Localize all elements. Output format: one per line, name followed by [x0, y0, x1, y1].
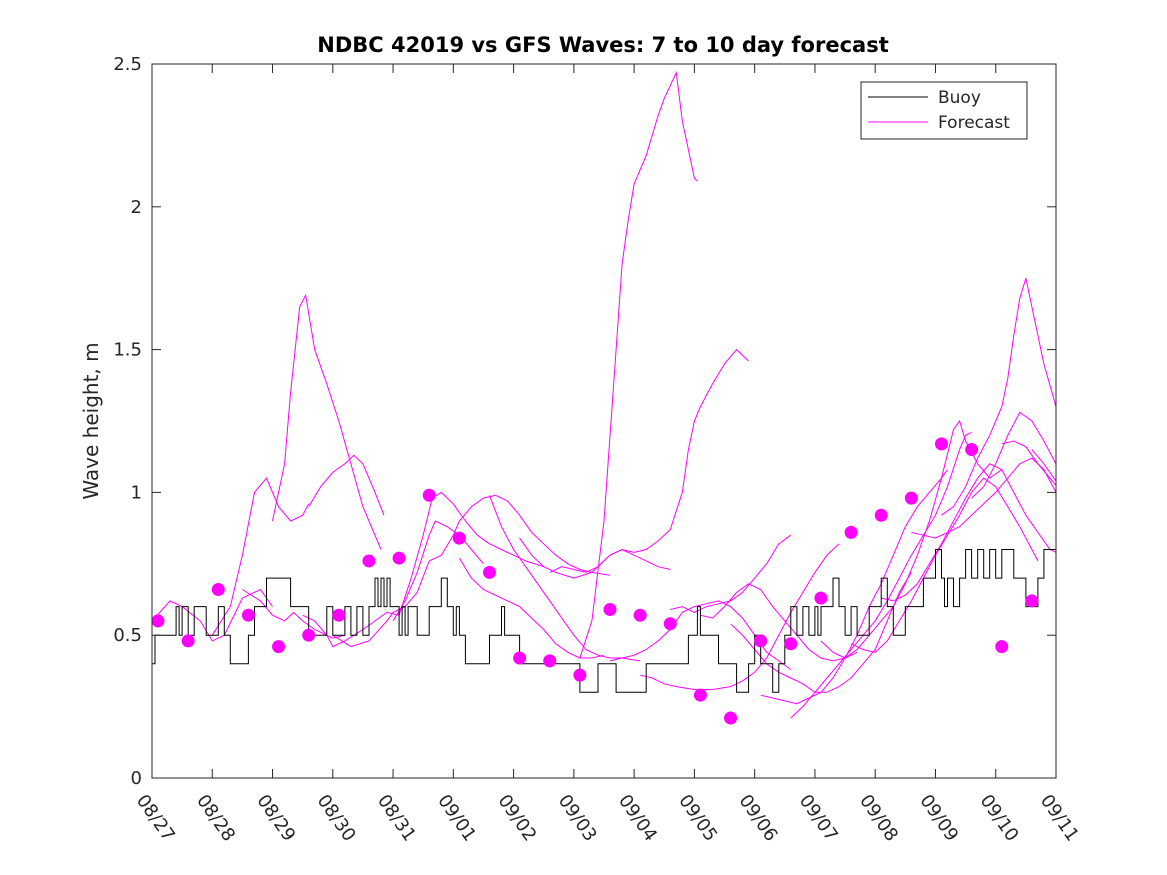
x-tick-label: 08/30 — [313, 791, 360, 846]
forecast-line — [428, 494, 611, 576]
forecast-start-point — [934, 437, 948, 451]
legend-entry-forecast: Forecast — [938, 113, 1010, 133]
forecast-start-point — [482, 565, 496, 579]
forecast-start-point — [633, 608, 647, 622]
x-tick-label: 09/09 — [915, 791, 962, 846]
forecast-start-point — [995, 640, 1009, 654]
forecast-start-point — [452, 531, 466, 545]
forecast-start-point — [724, 711, 738, 725]
forecast-line — [332, 560, 430, 648]
forecast-line — [850, 477, 1039, 653]
forecast-start-point — [422, 488, 436, 502]
forecast-start-point — [844, 525, 858, 539]
y-tick-label: 0.5 — [113, 625, 142, 646]
forecast-start-point — [151, 614, 165, 628]
forecast-start-point — [814, 591, 828, 605]
forecast-start-point — [784, 637, 798, 651]
x-tick-label: 09/02 — [494, 791, 541, 846]
forecast-start-point — [904, 491, 918, 505]
forecast-start-point — [211, 583, 225, 597]
forecast-line — [1062, 647, 1159, 693]
forecast-line — [881, 463, 1056, 602]
chart-title: NDBC 42019 vs GFS Waves: 7 to 10 day for… — [317, 33, 888, 57]
y-tick-label: 2 — [131, 197, 142, 218]
forecast-line — [272, 293, 382, 550]
x-tick-label: 09/10 — [976, 791, 1023, 846]
x-tick-label: 09/01 — [433, 791, 480, 846]
forecast-line — [1092, 601, 1164, 621]
forecast-line — [549, 348, 749, 573]
forecast-start-point — [302, 628, 316, 642]
forecast-start-point — [1025, 594, 1039, 608]
forecast-line — [700, 583, 858, 662]
forecast-line — [489, 495, 641, 662]
y-tick-label: 1 — [131, 482, 142, 503]
forecast-start-point — [272, 640, 286, 654]
forecast-line — [392, 520, 484, 622]
plot-area — [152, 64, 1056, 778]
forecast-line — [152, 588, 273, 642]
y-axis: 0 0.5 1 1.5 2 2.5 — [113, 54, 1056, 789]
forecast-line — [911, 457, 1056, 539]
x-tick-label: 08/29 — [252, 791, 299, 846]
forecast-start-point — [874, 508, 888, 522]
x-tick-label: 09/05 — [674, 791, 721, 846]
forecast-start-point — [603, 602, 617, 616]
x-tick-label: 09/03 — [554, 791, 601, 846]
x-tick-label: 08/28 — [192, 791, 239, 846]
forecast-start-point — [754, 634, 768, 648]
forecast-line — [302, 611, 400, 648]
buoy-series — [152, 549, 1056, 693]
forecast-line — [670, 534, 792, 613]
x-tick-label: 09/06 — [735, 791, 782, 846]
forecast-start-point — [573, 668, 587, 682]
forecast-line — [941, 278, 1056, 516]
forecast-start-point — [392, 551, 406, 565]
x-tick-label: 08/27 — [132, 791, 179, 846]
forecast-start-point — [241, 608, 255, 622]
forecast-line — [398, 491, 544, 616]
legend-box — [860, 81, 1028, 140]
plot-frame — [151, 63, 1057, 779]
forecast-start-point — [965, 443, 979, 457]
y-tick-label: 2.5 — [113, 54, 142, 75]
forecast-line — [211, 477, 310, 636]
y-tick-label: 1.5 — [113, 340, 142, 361]
buoy-line — [152, 549, 1056, 693]
forecast-start-point — [663, 617, 677, 631]
legend-entry-buoy: Buoy — [938, 88, 981, 108]
forecast-start-point — [362, 554, 376, 568]
y-axis-label: Wave height, m — [79, 342, 103, 499]
y-tick-label: 0 — [131, 768, 142, 789]
legend: Buoy Forecast — [860, 81, 1028, 140]
forecast-start-point — [513, 651, 527, 665]
forecast-start-point — [693, 688, 707, 702]
forecast-line — [579, 70, 698, 659]
forecast-start-point — [543, 654, 557, 668]
forecast-line — [971, 411, 1056, 499]
x-tick-label: 08/31 — [373, 791, 420, 846]
x-tick-label: 09/07 — [795, 791, 842, 846]
forecast-start-point — [332, 608, 346, 622]
forecast-start-point — [181, 634, 195, 648]
forecast-initial-points — [151, 437, 1039, 725]
x-tick-label: 09/11 — [1036, 791, 1083, 846]
forecast-line — [1001, 440, 1056, 487]
x-tick-label: 09/08 — [855, 791, 902, 846]
forecast-line — [308, 454, 385, 516]
x-tick-label: 09/04 — [614, 791, 661, 846]
